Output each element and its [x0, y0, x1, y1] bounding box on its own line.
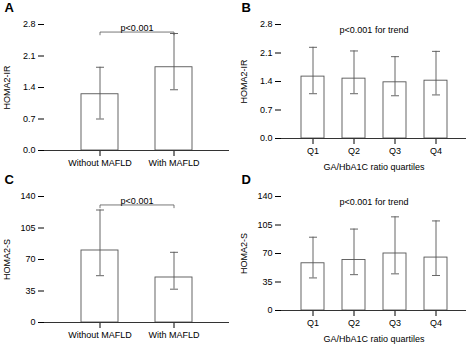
svg-text:105: 105 [20, 223, 35, 233]
svg-text:Q4: Q4 [430, 318, 442, 328]
svg-text:2.8: 2.8 [260, 19, 273, 29]
svg-text:C: C [5, 172, 15, 187]
svg-text:Q3: Q3 [389, 318, 401, 328]
svg-text:35: 35 [25, 286, 35, 296]
svg-text:0: 0 [30, 317, 35, 327]
svg-text:0.7: 0.7 [260, 105, 273, 115]
svg-text:p<0.001 for trend: p<0.001 for trend [340, 197, 409, 207]
svg-text:140: 140 [257, 191, 272, 201]
svg-text:140: 140 [20, 191, 35, 201]
svg-text:p<0.001: p<0.001 [121, 23, 154, 33]
svg-text:Q4: Q4 [430, 146, 442, 156]
svg-text:1.4: 1.4 [23, 82, 36, 92]
svg-text:D: D [242, 172, 251, 187]
svg-text:70: 70 [262, 248, 272, 258]
svg-text:With MAFLD: With MAFLD [148, 330, 200, 340]
svg-text:A: A [5, 0, 15, 15]
svg-text:70: 70 [25, 254, 35, 264]
svg-text:105: 105 [257, 220, 272, 230]
svg-text:HOMA2-S: HOMA2-S [239, 233, 249, 274]
svg-text:p<0.001: p<0.001 [121, 196, 154, 206]
svg-text:HOMA2-IR: HOMA2-IR [239, 59, 249, 104]
svg-text:Without MAFLD: Without MAFLD [68, 158, 132, 168]
svg-text:0: 0 [267, 305, 272, 315]
svg-text:HOMA2-S: HOMA2-S [2, 239, 12, 280]
svg-text:B: B [242, 0, 251, 15]
svg-text:Without MAFLD: Without MAFLD [68, 330, 132, 340]
svg-text:p<0.001 for trend: p<0.001 for trend [340, 25, 409, 35]
svg-text:Q3: Q3 [389, 146, 401, 156]
svg-text:0.0: 0.0 [260, 133, 273, 143]
svg-text:2.8: 2.8 [23, 19, 36, 29]
svg-text:0.7: 0.7 [23, 114, 36, 124]
svg-text:Q2: Q2 [348, 318, 360, 328]
svg-text:Q1: Q1 [307, 146, 319, 156]
svg-text:1.4: 1.4 [260, 76, 273, 86]
svg-text:0.0: 0.0 [23, 145, 36, 155]
svg-text:With MAFLD: With MAFLD [148, 158, 200, 168]
svg-text:Q1: Q1 [307, 318, 319, 328]
svg-text:35: 35 [262, 277, 272, 287]
svg-text:GA/HbA1C ratio quartiles: GA/HbA1C ratio quartiles [323, 334, 425, 344]
svg-text:GA/HbA1C ratio quartiles: GA/HbA1C ratio quartiles [323, 162, 425, 172]
svg-text:2.1: 2.1 [260, 48, 273, 58]
svg-text:Q2: Q2 [348, 146, 360, 156]
svg-text:2.1: 2.1 [23, 51, 36, 61]
svg-text:HOMA2-IR: HOMA2-IR [2, 65, 12, 110]
